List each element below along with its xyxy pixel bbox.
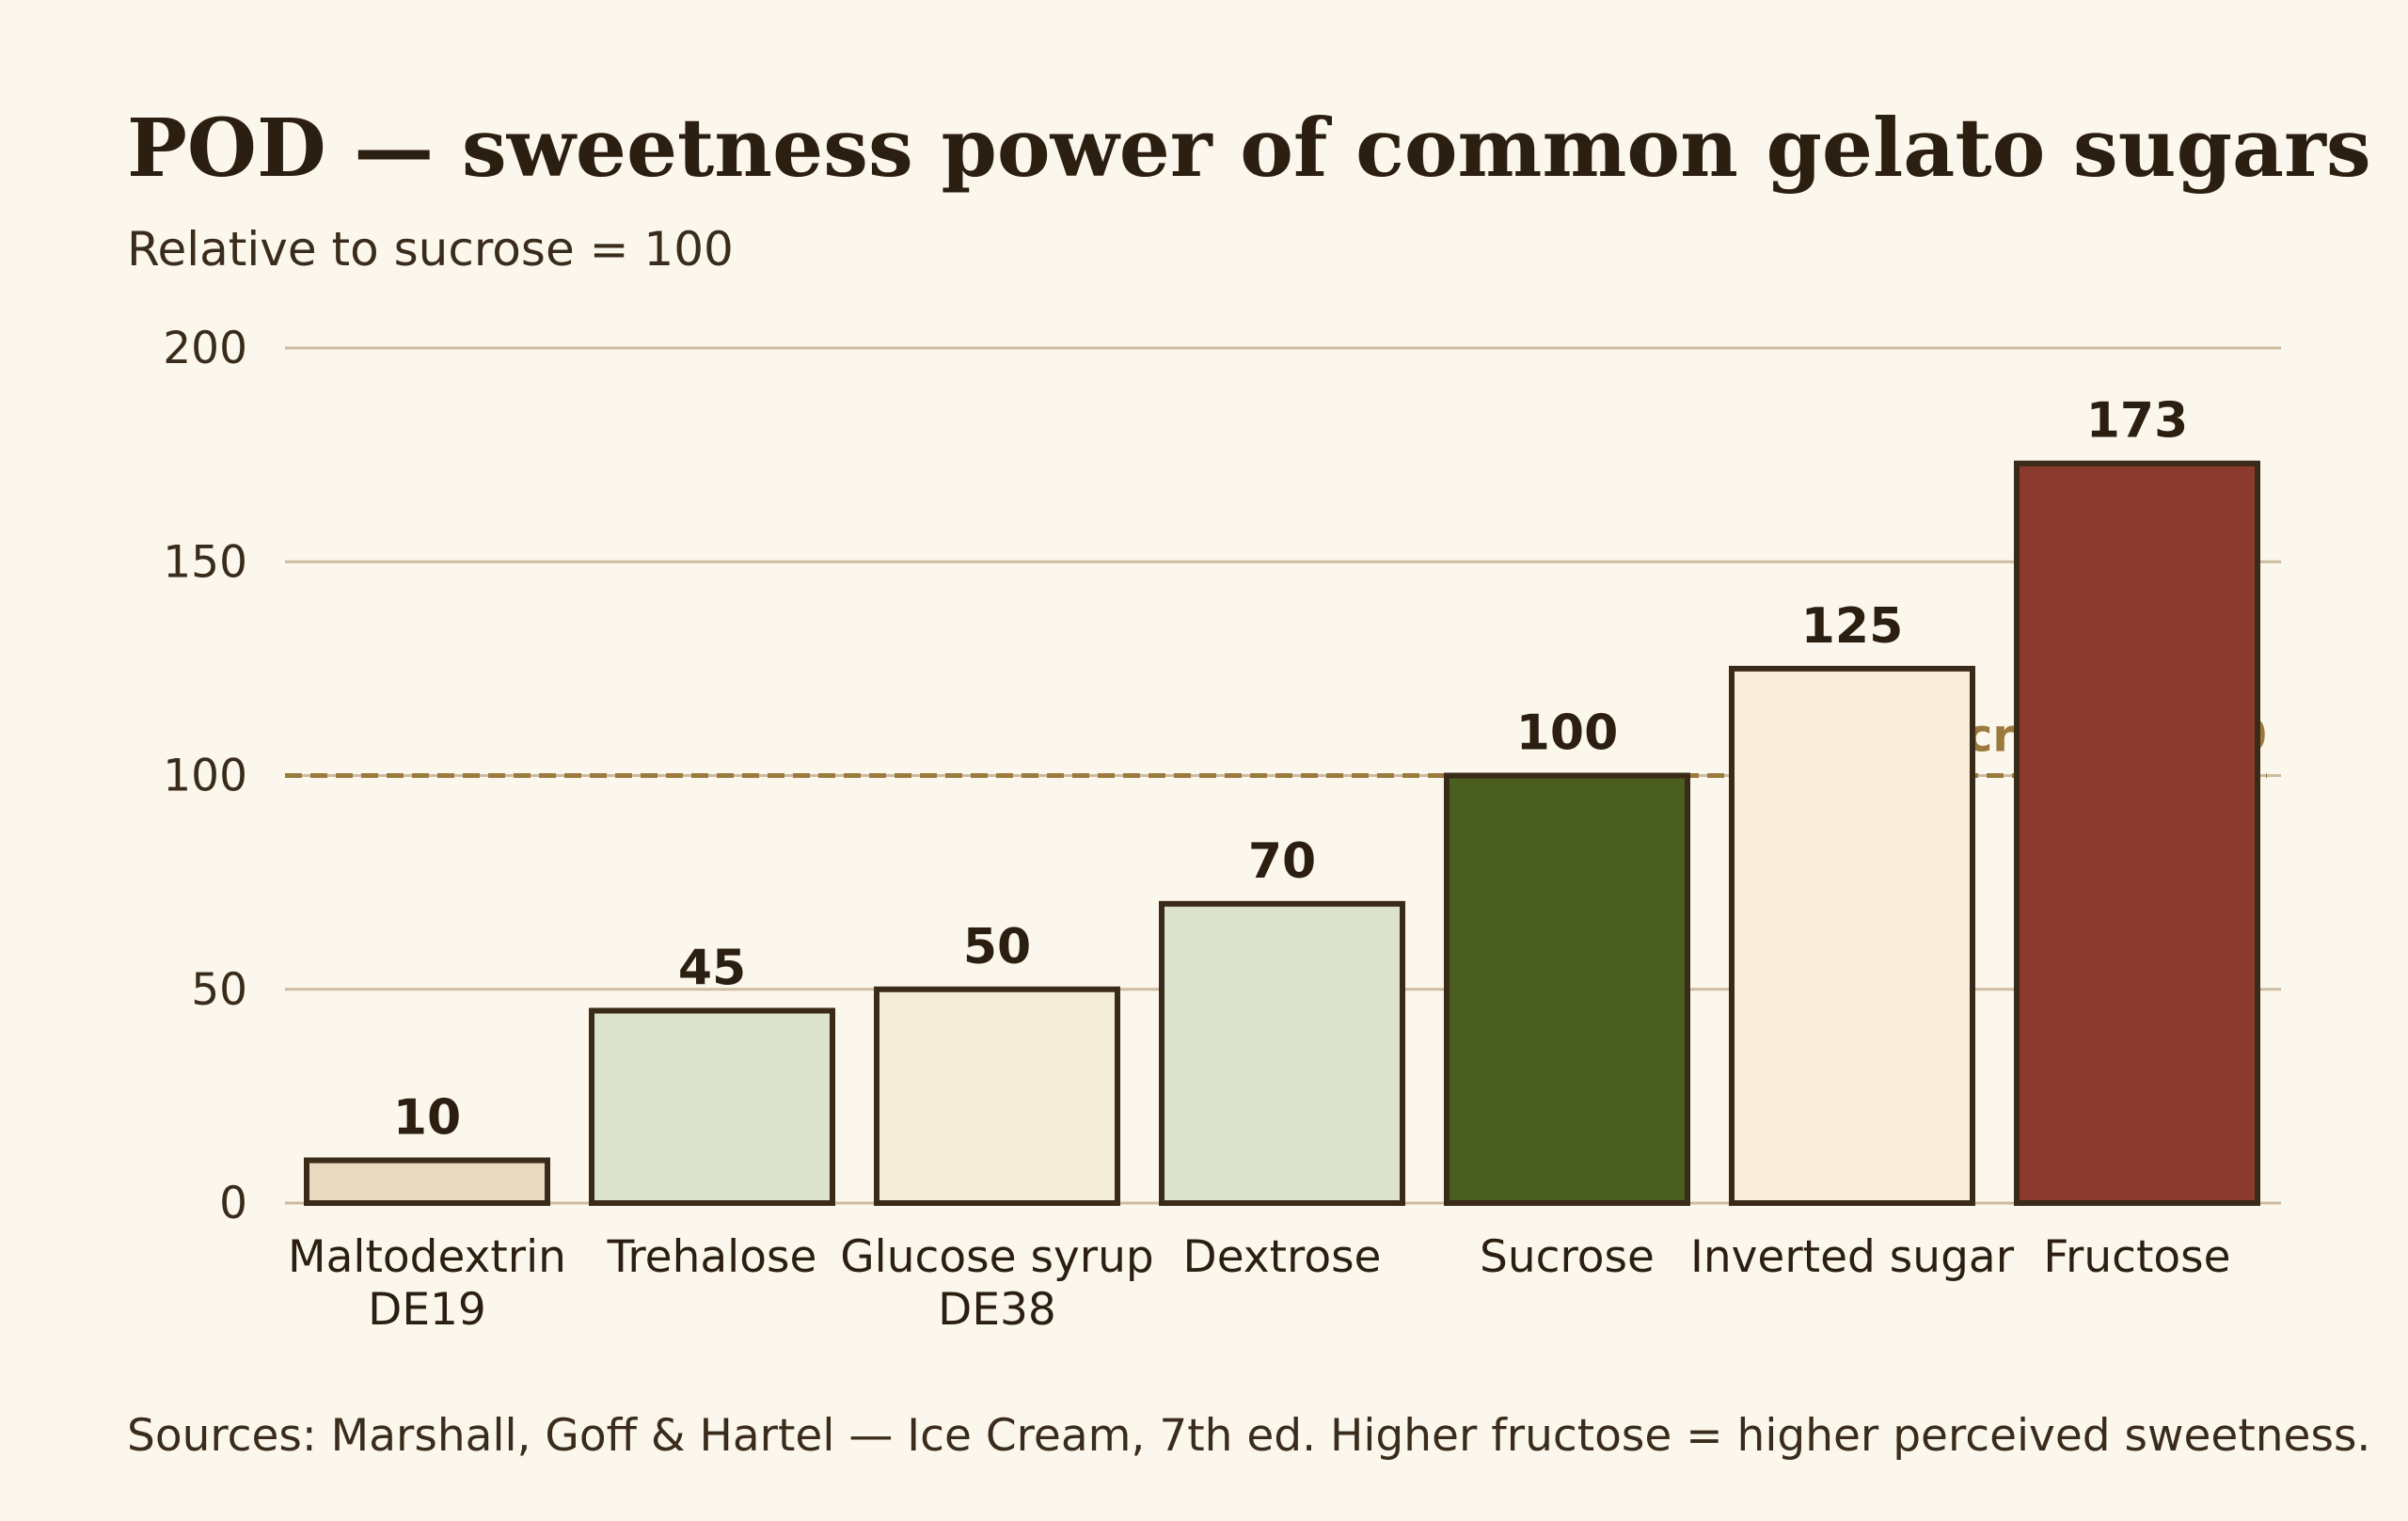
- bar-value-label: 10: [393, 1090, 461, 1147]
- bar: [2014, 460, 2260, 1206]
- bar: [874, 986, 1120, 1206]
- y-tick-label: 50: [191, 964, 247, 1016]
- bar-value-label: 173: [2086, 393, 2189, 450]
- category-label: Glucose syrup: [840, 1231, 1153, 1283]
- bars: [304, 460, 2260, 1207]
- bar: [589, 1007, 835, 1206]
- bar: [1729, 665, 1975, 1206]
- bar: [1444, 772, 1690, 1206]
- category-label: Sucrose: [1480, 1231, 1655, 1283]
- value-labels: 10 45 50 70 100 125 173: [393, 393, 2188, 1147]
- category-label: Inverted sugar: [1690, 1231, 2015, 1283]
- category-label: Maltodextrin: [288, 1231, 566, 1283]
- chart-subtitle: Relative to sucrose = 100: [127, 222, 734, 277]
- bar-value-label: 45: [678, 940, 746, 996]
- y-tick-label: 100: [163, 751, 247, 802]
- category-label: Fructose: [2043, 1231, 2230, 1283]
- category-label: Dextrose: [1183, 1231, 1382, 1283]
- category-label: Trehalose: [607, 1231, 817, 1283]
- chart-title: POD — sweetness power of common gelato s…: [127, 102, 2371, 196]
- y-tick-label: 200: [163, 323, 247, 374]
- bar-value-label: 100: [1516, 705, 1619, 762]
- y-tick-label: 0: [219, 1178, 247, 1229]
- category-label: DE19: [368, 1284, 486, 1336]
- category-label: DE38: [938, 1284, 1056, 1336]
- bar: [1159, 900, 1405, 1206]
- source-note: Sources: Marshall, Goff & Hartel — Ice C…: [127, 1410, 2370, 1462]
- bar-value-label: 50: [963, 919, 1031, 975]
- y-axis-ticks: 0 50 100 150 200: [163, 323, 247, 1229]
- bar-value-label: 125: [1801, 598, 1904, 655]
- bar-value-label: 70: [1248, 833, 1316, 890]
- bar: [304, 1157, 550, 1207]
- y-tick-label: 150: [163, 536, 247, 588]
